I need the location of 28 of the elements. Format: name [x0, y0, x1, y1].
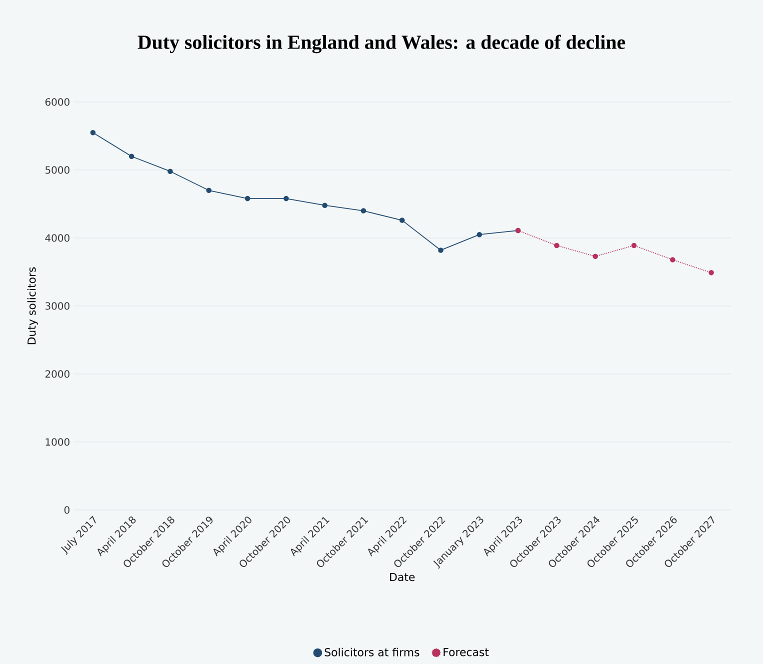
- point: [168, 168, 173, 174]
- point: [592, 254, 598, 259]
- y-tick-label: 2000: [45, 370, 70, 378]
- point: [322, 202, 328, 208]
- point: [631, 242, 637, 248]
- y-tick-label: 3000: [46, 302, 70, 310]
- point: [90, 130, 96, 136]
- y-tick-label: 0: [64, 506, 70, 514]
- point: [438, 248, 444, 253]
- y-tick-label: 6000: [45, 98, 70, 106]
- y-tick-label: 5000: [46, 166, 70, 174]
- point: [284, 196, 289, 202]
- point: [128, 154, 134, 160]
- x-axis-title: Date: [390, 572, 415, 582]
- point: [554, 242, 560, 248]
- chart-title: Duty solicitors in England and Wales: a decade of decline: [138, 34, 626, 54]
- y-tick-label: 1000: [46, 438, 70, 446]
- y-axis-title: Duty solicitors: [27, 267, 38, 344]
- point: [244, 196, 250, 202]
- legend-label: Solicitors at firms: [324, 648, 420, 656]
- point: [708, 270, 714, 276]
- legend-label: Forecast: [444, 648, 489, 656]
- y-tick-label: 4000: [45, 234, 70, 242]
- point: [399, 218, 405, 223]
- point: [360, 208, 366, 214]
- point: [206, 188, 212, 194]
- point: [670, 257, 676, 262]
- point: [476, 232, 482, 238]
